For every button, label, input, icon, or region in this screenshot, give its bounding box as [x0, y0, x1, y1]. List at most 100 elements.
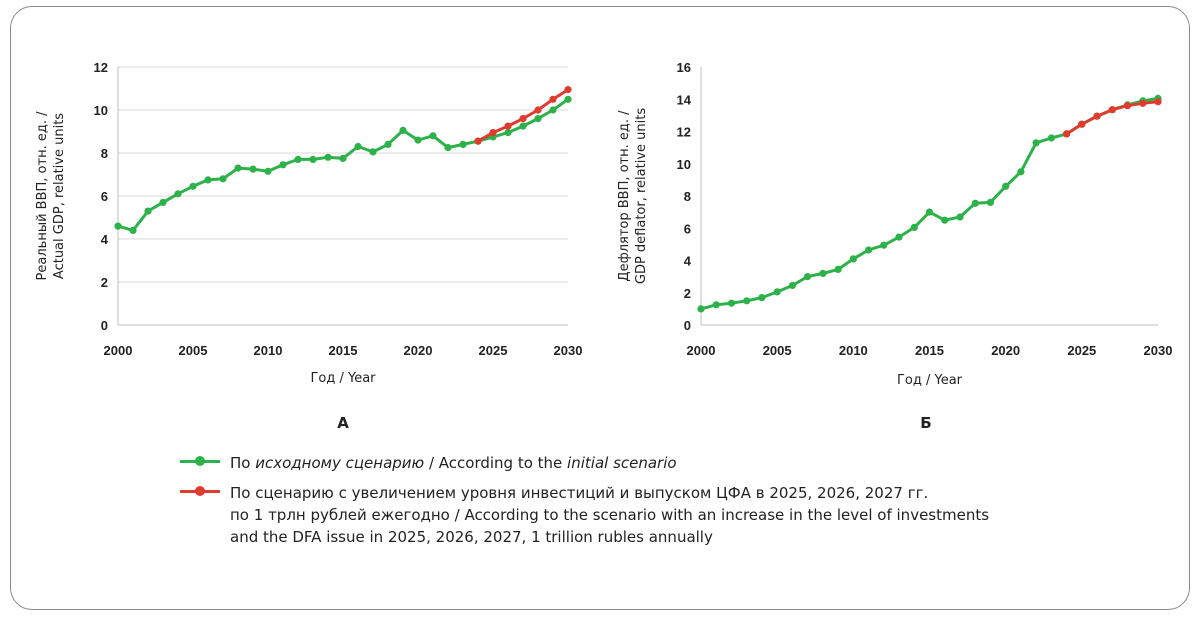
chart-2-point-initial: [773, 288, 781, 296]
chart-2-point-initial: [956, 213, 964, 221]
chart-2-point-initial: [788, 281, 797, 290]
chart-2-xtick-label: 2025: [1067, 343, 1096, 358]
chart-1-point-initial: [114, 222, 122, 230]
chart-1-point-initial: [519, 122, 527, 130]
chart-2-point-initial: [697, 305, 705, 313]
chart-2-point-increased: [1093, 112, 1101, 120]
chart-1-ytick-label: 2: [101, 275, 108, 290]
chart-2-point-initial: [880, 241, 888, 249]
chart-1-ytick-label: 10: [94, 103, 108, 118]
chart-2-point-initial: [986, 198, 995, 206]
chart-1-point-initial: [264, 167, 272, 175]
chart-2-point-increased: [1154, 98, 1162, 106]
chart-1-xtick-label: 2020: [404, 343, 433, 358]
chart-2-point-initial: [1002, 182, 1010, 190]
chart-2-point-initial: [1032, 139, 1040, 147]
chart-2-xtick-label: 2005: [763, 343, 792, 358]
chart-2-point-increased: [1063, 130, 1071, 138]
chart-1-point-initial: [249, 165, 257, 173]
chart-2-point-initial: [758, 294, 766, 302]
chart-2-ylabel-line2: GDP deflator, relative units: [634, 108, 649, 284]
chart-1-point-initial: [219, 175, 227, 183]
chart-2-xtick-label: 2015: [915, 343, 944, 358]
chart-1-ytick-label: 8: [101, 146, 108, 161]
chart-1-point-increased: [474, 137, 482, 145]
chart-1-point-initial: [129, 226, 137, 234]
chart-1-point-initial: [549, 106, 557, 114]
chart-1-point-initial: [309, 155, 317, 163]
chart-1-point-increased: [489, 129, 497, 137]
legend-label-initial: По исходному сценарию / According to the…: [230, 454, 677, 472]
chart-1-point-initial: [324, 153, 332, 161]
chart-2-ytick-label: 16: [677, 60, 691, 75]
chart-2-point-initial: [971, 199, 979, 207]
chart-1-ylabel-line1: Реальный ВВП, отн. ед. /: [35, 111, 50, 281]
chart-1-point-initial: [534, 115, 542, 123]
chart-2-ytick-label: 10: [677, 157, 691, 172]
chart-2-ylabel-line1: Дефлятор ВВП, отн. ед. /: [617, 110, 632, 282]
chart-1-ylabel-line2: Actual GDP, relative units: [52, 113, 67, 279]
legend-swatch-initial: [180, 454, 220, 468]
legend: По исходному сценарию / According to the…: [180, 452, 1140, 556]
chart-2-xlabel: Год / Year: [897, 373, 963, 388]
legend-swatch-increased: [180, 484, 220, 498]
chart-2-point-initial: [727, 299, 736, 307]
chart-2-ytick-label: 2: [684, 286, 691, 301]
chart-2-xtick-label: 2000: [687, 343, 716, 358]
chart-1-point-initial: [504, 129, 512, 137]
chart-2-ytick-label: 4: [684, 254, 692, 269]
chart-2-point-increased: [1123, 102, 1132, 110]
chart-2-point-increased: [1139, 99, 1147, 107]
chart-2-panel-label: Б: [920, 414, 931, 432]
chart-1-xtick-label: 2030: [554, 343, 583, 358]
chart-2-ytick-label: 12: [677, 125, 691, 140]
chart-1-point-initial: [429, 132, 437, 140]
chart-1-point-increased: [534, 106, 542, 114]
chart-2-point-initial: [941, 216, 949, 224]
chart-1-point-initial: [414, 136, 422, 144]
chart-2-point-initial: [819, 269, 827, 277]
chart-1-point-initial: [384, 140, 392, 148]
chart-2-point-initial: [849, 255, 857, 263]
chart-2-xtick-label: 2030: [1144, 343, 1173, 358]
chart-1-point-initial: [174, 190, 182, 198]
chart-2-ytick-label: 8: [684, 189, 691, 204]
chart-1-point-initial: [354, 142, 362, 151]
chart-1-point-initial: [399, 126, 407, 134]
chart-2-point-initial: [834, 265, 842, 273]
chart-2-point-initial: [865, 246, 873, 254]
chart-1-point-initial: [279, 161, 287, 169]
chart-1-xtick-label: 2015: [329, 343, 358, 358]
chart-1-xtick-label: 2000: [104, 343, 133, 358]
chart-1-point-increased: [564, 86, 572, 94]
chart-2-point-initial: [712, 301, 720, 309]
chart-1-point-initial: [189, 182, 197, 190]
chart-2-point-initial: [910, 223, 918, 231]
chart-1-xtick-label: 2010: [254, 343, 283, 358]
chart-1-point-initial: [294, 155, 302, 163]
chart-1-ytick-label: 4: [101, 232, 109, 247]
chart-1-xtick-label: 2025: [479, 343, 508, 358]
legend-item-initial: По исходному сценарию / According to the…: [180, 452, 1140, 474]
chart-1-point-initial: [234, 164, 242, 172]
chart-1-panel-label: А: [337, 414, 349, 432]
chart-2-series-line-initial: [700, 96, 1159, 311]
chart-1-ytick-label: 6: [101, 189, 108, 204]
legend-label-increased: По сценарию с увеличением уровня инвести…: [230, 484, 990, 546]
chart-2-point-initial: [1017, 168, 1025, 176]
chart-2-xtick-label: 2020: [991, 343, 1020, 358]
chart-1-xtick-label: 2005: [179, 343, 208, 358]
chart-2-point-increased: [1078, 120, 1086, 128]
chart-1-point-increased: [504, 122, 512, 130]
chart-1-ytick-label: 0: [101, 318, 108, 333]
chart-1-point-initial: [369, 148, 377, 156]
chart-1-point-initial: [339, 154, 347, 162]
chart-1-point-initial: [459, 140, 467, 148]
chart-2-ytick-label: 0: [684, 318, 691, 333]
chart-2-point-initial: [1047, 134, 1055, 142]
chart-2-point-increased: [1108, 106, 1116, 114]
chart-1-point-initial: [144, 207, 152, 215]
chart-2-xtick-label: 2010: [839, 343, 868, 358]
chart-2-ytick-label: 14: [677, 92, 692, 107]
chart-2-ytick-label: 6: [684, 221, 691, 236]
